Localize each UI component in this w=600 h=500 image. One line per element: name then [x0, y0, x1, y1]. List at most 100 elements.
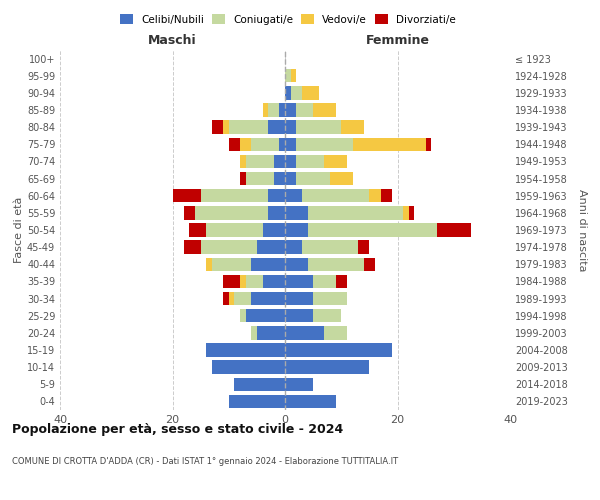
- Bar: [184, 206, 195, 220]
- Bar: [285, 240, 302, 254]
- Bar: [190, 224, 206, 236]
- Bar: [285, 360, 370, 374]
- Bar: [223, 274, 240, 288]
- Bar: [341, 120, 364, 134]
- Bar: [425, 138, 431, 151]
- Bar: [245, 154, 274, 168]
- Bar: [285, 309, 313, 322]
- Bar: [229, 394, 285, 408]
- Bar: [268, 104, 280, 117]
- Bar: [257, 326, 285, 340]
- Bar: [370, 189, 380, 202]
- Bar: [268, 120, 285, 134]
- Bar: [313, 309, 341, 322]
- Bar: [296, 120, 341, 134]
- Bar: [184, 240, 200, 254]
- Bar: [263, 104, 268, 117]
- Bar: [280, 138, 285, 151]
- Bar: [325, 154, 347, 168]
- Bar: [308, 258, 364, 271]
- Bar: [313, 292, 347, 306]
- Bar: [274, 154, 285, 168]
- Bar: [313, 274, 335, 288]
- Bar: [245, 274, 263, 288]
- Bar: [285, 344, 392, 356]
- Bar: [229, 292, 235, 306]
- Bar: [302, 240, 358, 254]
- Bar: [268, 189, 285, 202]
- Bar: [212, 120, 223, 134]
- Bar: [195, 206, 268, 220]
- Bar: [285, 258, 308, 271]
- Bar: [200, 189, 268, 202]
- Bar: [268, 206, 285, 220]
- Bar: [206, 224, 263, 236]
- Text: Popolazione per età, sesso e stato civile - 2024: Popolazione per età, sesso e stato civil…: [12, 422, 343, 436]
- Bar: [173, 189, 200, 202]
- Bar: [223, 292, 229, 306]
- Bar: [240, 309, 245, 322]
- Bar: [290, 69, 296, 82]
- Bar: [285, 378, 313, 391]
- Bar: [302, 86, 319, 100]
- Bar: [263, 224, 285, 236]
- Bar: [285, 69, 290, 82]
- Bar: [257, 240, 285, 254]
- Bar: [251, 326, 257, 340]
- Y-axis label: Fasce di età: Fasce di età: [14, 197, 24, 263]
- Bar: [212, 258, 251, 271]
- Bar: [229, 138, 240, 151]
- Bar: [308, 224, 437, 236]
- Bar: [296, 104, 313, 117]
- Bar: [330, 172, 353, 186]
- Bar: [285, 154, 296, 168]
- Bar: [302, 189, 370, 202]
- Bar: [245, 309, 285, 322]
- Bar: [263, 274, 285, 288]
- Bar: [285, 172, 296, 186]
- Bar: [285, 120, 296, 134]
- Bar: [235, 292, 251, 306]
- Bar: [240, 274, 245, 288]
- Bar: [285, 224, 308, 236]
- Bar: [240, 172, 245, 186]
- Bar: [409, 206, 415, 220]
- Bar: [285, 292, 313, 306]
- Bar: [290, 86, 302, 100]
- Bar: [251, 138, 280, 151]
- Bar: [200, 240, 257, 254]
- Bar: [223, 120, 229, 134]
- Bar: [251, 292, 285, 306]
- Bar: [353, 138, 425, 151]
- Bar: [285, 206, 308, 220]
- Y-axis label: Anni di nascita: Anni di nascita: [577, 188, 587, 271]
- Bar: [364, 258, 375, 271]
- Text: Maschi: Maschi: [148, 34, 197, 46]
- Bar: [285, 138, 296, 151]
- Bar: [296, 172, 330, 186]
- Bar: [308, 206, 403, 220]
- Bar: [325, 326, 347, 340]
- Bar: [245, 172, 274, 186]
- Bar: [240, 138, 251, 151]
- Text: COMUNE DI CROTTA D'ADDA (CR) - Dati ISTAT 1° gennaio 2024 - Elaborazione TUTTITA: COMUNE DI CROTTA D'ADDA (CR) - Dati ISTA…: [12, 458, 398, 466]
- Bar: [296, 138, 353, 151]
- Bar: [285, 394, 335, 408]
- Bar: [285, 189, 302, 202]
- Bar: [240, 154, 245, 168]
- Bar: [235, 378, 285, 391]
- Bar: [296, 154, 325, 168]
- Bar: [380, 189, 392, 202]
- Bar: [285, 274, 313, 288]
- Bar: [285, 326, 325, 340]
- Bar: [251, 258, 285, 271]
- Bar: [358, 240, 370, 254]
- Bar: [274, 172, 285, 186]
- Bar: [285, 104, 296, 117]
- Bar: [313, 104, 335, 117]
- Bar: [285, 86, 290, 100]
- Bar: [403, 206, 409, 220]
- Legend: Celibi/Nubili, Coniugati/e, Vedovi/e, Divorziati/e: Celibi/Nubili, Coniugati/e, Vedovi/e, Di…: [116, 10, 460, 29]
- Bar: [280, 104, 285, 117]
- Bar: [437, 224, 470, 236]
